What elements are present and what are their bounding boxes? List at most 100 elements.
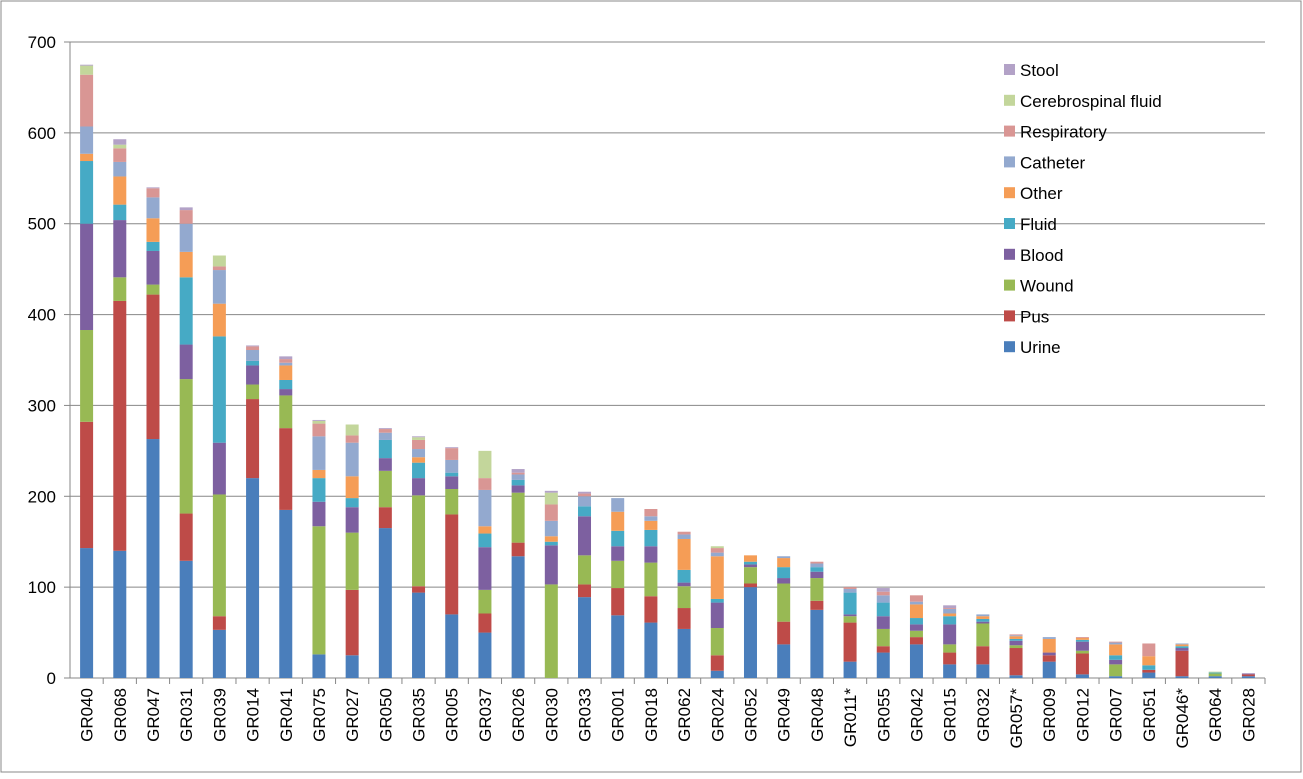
bar-segment-fluid [511, 479, 525, 486]
bar-segment-other [777, 558, 791, 568]
bar-segment-blood [445, 476, 459, 490]
x-tick-label: GR030 [542, 688, 561, 742]
bar-segment-catheter [445, 459, 459, 473]
legend-swatch [1004, 279, 1015, 291]
bar-segment-pus [1241, 674, 1255, 677]
bar-segment-fluid [212, 336, 226, 443]
bar-segment-urine [212, 629, 226, 678]
bar-segment-stool [179, 207, 193, 211]
bar-segment-other [478, 526, 492, 534]
bar-segment-other [412, 457, 426, 463]
x-tick-label: GR031 [177, 688, 196, 742]
bar-segment-pus [876, 646, 890, 653]
legend-label: Respiratory [1020, 123, 1107, 142]
bar-segment-catheter [876, 595, 890, 603]
bar-segment-pus [1042, 655, 1056, 662]
bar-segment-other [279, 365, 293, 380]
bar-segment-urine [445, 614, 459, 678]
bar-segment-respiratory [345, 435, 359, 443]
bar-segment-pus [1009, 648, 1023, 676]
bar-segment-urine [179, 560, 193, 678]
bar-segment-pus [246, 399, 260, 479]
bar-segment-wound [378, 470, 392, 508]
legend-swatch [1004, 310, 1015, 322]
bar-segment-fluid [677, 569, 691, 583]
bar-segment-blood [876, 616, 890, 629]
bar-segment-blood [810, 571, 824, 579]
bar-segment-respiratory [644, 509, 658, 517]
bar-segment-blood [246, 365, 260, 385]
bar-segment-pus [511, 542, 525, 557]
legend-label: Other [1020, 184, 1063, 203]
x-tick-label: GR011* [841, 688, 860, 748]
bar-segment-wound [909, 630, 923, 638]
bar-segment-other [146, 218, 160, 242]
bar-segment-pus [1075, 653, 1089, 675]
bar-segment-fluid [179, 277, 193, 345]
bar-segment-respiratory [445, 448, 459, 460]
x-tick-label: GR024 [708, 688, 727, 742]
x-tick-label: GR033 [576, 688, 595, 742]
bar-segment-stool [378, 428, 392, 430]
bar-segment-fluid [279, 379, 293, 390]
bar-segment-urine [1175, 676, 1189, 678]
bar-segment-pus [611, 588, 625, 616]
bar-segment-blood [843, 614, 857, 617]
bar-segment-other [1075, 638, 1089, 640]
bar-segment-fluid [943, 616, 957, 625]
bar-segment-catheter [777, 556, 791, 559]
legend: Stool Cerebrospinal fluid Respiratory Cathe… [1004, 61, 1162, 357]
bar-segment-catheter [511, 474, 525, 480]
bar-segment-wound [212, 494, 226, 617]
bar-segment-blood [611, 546, 625, 561]
x-tick-label: GR001 [609, 688, 628, 742]
bar-segment-catheter [1175, 643, 1189, 645]
bar-segment-urine [976, 664, 990, 678]
bar-segment-fluid [312, 478, 326, 502]
bar-segment-urine [478, 632, 492, 678]
bar-segment-fluid [644, 529, 658, 547]
x-tick-label: GR048 [808, 688, 827, 742]
bar-segment-fluid [909, 618, 923, 625]
x-tick-label: GR027 [343, 688, 362, 742]
x-tick-label: GR046* [1173, 688, 1192, 749]
bar-segment-pus [810, 600, 824, 610]
bar-segment-respiratory [710, 548, 724, 553]
bar-segment-wound [478, 589, 492, 614]
bar-segment-wound [578, 555, 592, 585]
bar-segment-fluid [843, 592, 857, 615]
x-tick-label: GR057* [1007, 688, 1026, 749]
x-tick-label: GR015 [941, 688, 960, 742]
bar-segment-fluid [378, 439, 392, 459]
bar-segment-respiratory [279, 359, 293, 363]
bar-segment-other [80, 153, 94, 162]
bar-segment-catheter [80, 126, 94, 154]
bar-segment-pus [909, 637, 923, 645]
bar-segment-fluid [146, 241, 160, 251]
bar-segment-other [909, 604, 923, 619]
bar-segment-pus [743, 583, 757, 588]
bar-segment-cerebrospinal-fluid [312, 420, 326, 424]
bar-segment-fluid [1075, 639, 1089, 642]
bar-segment-fluid [412, 462, 426, 479]
bar-segment-cerebrospinal-fluid [412, 437, 426, 440]
bar-segment-fluid [113, 204, 127, 221]
bar-segment-pus [80, 421, 94, 549]
bar-segment-blood [976, 621, 990, 624]
bar-segment-wound [80, 330, 94, 422]
bar-segment-fluid [810, 567, 824, 572]
bar-segment-stool [943, 605, 957, 609]
bar-segment-respiratory [544, 504, 558, 521]
bar-segment-other [113, 176, 127, 205]
bar-segment-wound [1109, 664, 1123, 677]
x-tick-label: GR026 [509, 688, 528, 742]
bar-segment-blood [1109, 659, 1123, 665]
legend-swatch [1004, 64, 1015, 75]
bar-segment-other [1009, 636, 1023, 639]
bar-segment-fluid [876, 602, 890, 617]
bar-segment-pus [677, 608, 691, 629]
x-tick-label: GR068 [111, 688, 130, 742]
bar-segment-cerebrospinal-fluid [212, 255, 226, 267]
bar-segment-urine [677, 628, 691, 678]
